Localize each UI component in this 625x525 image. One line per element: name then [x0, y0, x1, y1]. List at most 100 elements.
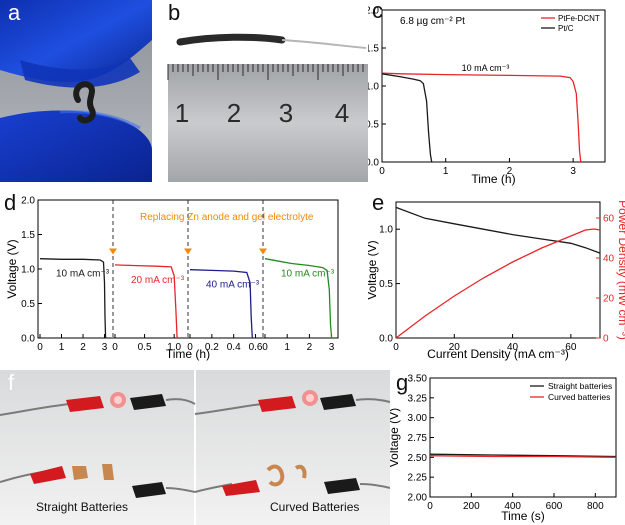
- chart-e-ytick-label: 0.0: [379, 334, 393, 345]
- panel-label-f: f: [8, 370, 15, 395]
- caption-curved-batteries: Curved Batteries: [270, 500, 360, 514]
- chart-g-legend-label: Straight batteries: [548, 381, 612, 391]
- chart-d-seg-xtick-label: 0: [262, 342, 268, 353]
- chart-c-ytick-label: 0.0: [368, 158, 379, 169]
- photo-fiber-battery-ruler: 1 2 3 4 b: [154, 0, 368, 182]
- chart-g-xtick-label: 800: [587, 501, 604, 512]
- chart-d-ytick-label: 1.0: [21, 265, 35, 276]
- chart-d-annotation: Replacing Zn anode and gel electrolyte: [140, 212, 314, 223]
- chart-c-annotation-loading: 6.8 µg cm⁻² Pt: [400, 16, 465, 27]
- panel-label-d: d: [4, 190, 17, 215]
- panel-label-g: g: [396, 370, 409, 395]
- chart-g-xtick-label: 200: [463, 501, 480, 512]
- chart-d-seg-xtick-label: 1: [59, 342, 65, 353]
- chart-d-ytick-label: 0.0: [21, 334, 35, 345]
- chart-e-ytick-label: 0.5: [379, 279, 393, 290]
- ruler-number-4: 4: [335, 98, 349, 128]
- chart-d-seg-xtick-label: 0.4: [227, 342, 241, 353]
- chart-d-segment-line: [189, 269, 253, 339]
- chart-g-xtick-label: 0: [427, 501, 433, 512]
- chart-g-xlabel: Time (s): [501, 509, 545, 523]
- photo-led-demo: f Straight Batteries Curved Batteries: [0, 370, 390, 525]
- chart-d-seg-xtick-label: 0: [37, 342, 43, 353]
- chart-d-ytick-label: 2.0: [21, 196, 35, 207]
- chart-d-seg-xtick-label: 2: [307, 342, 313, 353]
- chart-e-xtick-label: 0: [393, 342, 399, 353]
- chart-d-xlabel: Time (h): [166, 347, 210, 361]
- chart-g-ytick-label: 2.50: [408, 453, 428, 464]
- chart-c-xtick-label: 1: [443, 166, 449, 177]
- chart-c-ytick-label: 1.5: [368, 44, 379, 55]
- chart-g-ylabel: Voltage (V): [390, 408, 401, 467]
- chart-e-xlabel: Current Density (mA cm⁻³): [427, 347, 569, 361]
- chart-d-arrow: [259, 248, 267, 255]
- panel-label-e: e: [372, 190, 385, 215]
- chart-c-legend-label: PtFe-DCNT: [558, 14, 600, 23]
- chart-e-frame: [395, 201, 601, 339]
- caption-straight-batteries: Straight Batteries: [36, 500, 129, 514]
- chart-d-segment-line: [39, 258, 107, 339]
- chart-d-segment-line: [114, 264, 178, 339]
- chart-e-y2tick-label: 40: [603, 254, 615, 265]
- chart-g-series-line: [429, 455, 617, 458]
- chart-d-segment-line: [264, 258, 333, 339]
- chart-c-annotation-current: 10 mA cm⁻³: [462, 63, 510, 73]
- chart-e-xtick-label: 40: [507, 342, 519, 353]
- chart-d-seg-xtick-label: 0.5: [138, 342, 152, 353]
- chart-c-series-line: [381, 73, 433, 163]
- chart-c-ytick-label: 0.5: [368, 120, 379, 131]
- chart-g-legend-label: Curved batteries: [548, 392, 610, 402]
- chart-d-seg-xtick-label: 0.6: [249, 342, 263, 353]
- chart-g-ytick-label: 3.25: [408, 393, 428, 404]
- chart-c-xtick-label: 3: [570, 166, 576, 177]
- chart-d-seg-xtick-label: 3: [329, 342, 335, 353]
- chart-g-series-line: [429, 453, 617, 458]
- chart-e-y2tick-label: 0: [603, 334, 609, 345]
- chart-e-series-line: [395, 206, 601, 254]
- chart-d-seg-xtick-label: 3: [102, 342, 108, 353]
- chart-d-seg-xtick-label: 1.0: [167, 342, 181, 353]
- chart-d-ylabel: Voltage (V): [5, 239, 19, 298]
- chart-d-seg-xtick-label: 2: [80, 342, 86, 353]
- chart-c-xtick-label: 2: [507, 166, 513, 177]
- panel-label-a: a: [8, 0, 21, 25]
- chart-e-y2tick-label: 60: [603, 214, 615, 225]
- chart-g-ytick-label: 2.75: [408, 433, 428, 444]
- chart-g-xtick-label: 600: [546, 501, 563, 512]
- chart-c-ytick-label: 1.0: [368, 82, 379, 93]
- chart-d-seg-xtick-label: 0: [187, 342, 193, 353]
- chart-e-ytick-label: 1.0: [379, 225, 393, 236]
- chart-g-ytick-label: 2.25: [408, 473, 428, 484]
- chart-e-y2label: Power Density (mW cm⁻³): [616, 200, 625, 340]
- chart-c-xlabel: Time (h): [471, 172, 515, 186]
- chart-c-xtick-label: 0: [379, 166, 385, 177]
- chart-e-y2tick-label: 20: [603, 294, 615, 305]
- chart-e-series-line: [395, 228, 601, 339]
- chart-g-xtick-label: 400: [504, 501, 521, 512]
- chart-e-xtick-label: 20: [449, 342, 461, 353]
- chart-d-arrow: [184, 248, 192, 255]
- photo-flexible-battery-hand: a: [0, 0, 152, 182]
- chart-g: 0 200 400 600 800 2.00 2.25 2.50 2.75 3.00 3.25 3.5…: [390, 374, 617, 523]
- panel-label-c: c: [372, 0, 383, 23]
- panel-label-b: b: [168, 0, 181, 25]
- ruler-number-2: 2: [227, 98, 241, 128]
- chart-d-segment-label: 10 mA cm⁻³: [56, 269, 110, 280]
- ruler-number-1: 1: [175, 98, 189, 128]
- chart-d-segment-label: 20 mA cm⁻³: [131, 275, 185, 286]
- chart-c-ytick-label: 2.0: [368, 6, 379, 17]
- chart-g-ytick-label: 2.00: [408, 493, 428, 504]
- chart-d-ytick-label: 0.5: [21, 299, 35, 310]
- ruler-number-3: 3: [279, 98, 293, 128]
- chart-e-xtick-label: 60: [565, 342, 577, 353]
- chart-g-ytick-label: 3.50: [408, 374, 428, 385]
- chart-d-seg-xtick-label: 0: [112, 342, 118, 353]
- chart-d-arrow: [109, 248, 117, 255]
- chart-d-ytick-label: 1.5: [21, 230, 35, 241]
- chart-d-seg-xtick-label: 0.2: [205, 342, 219, 353]
- chart-g-ytick-label: 3.00: [408, 413, 428, 424]
- chart-d-segment-label: 10 mA cm⁻³: [281, 269, 335, 280]
